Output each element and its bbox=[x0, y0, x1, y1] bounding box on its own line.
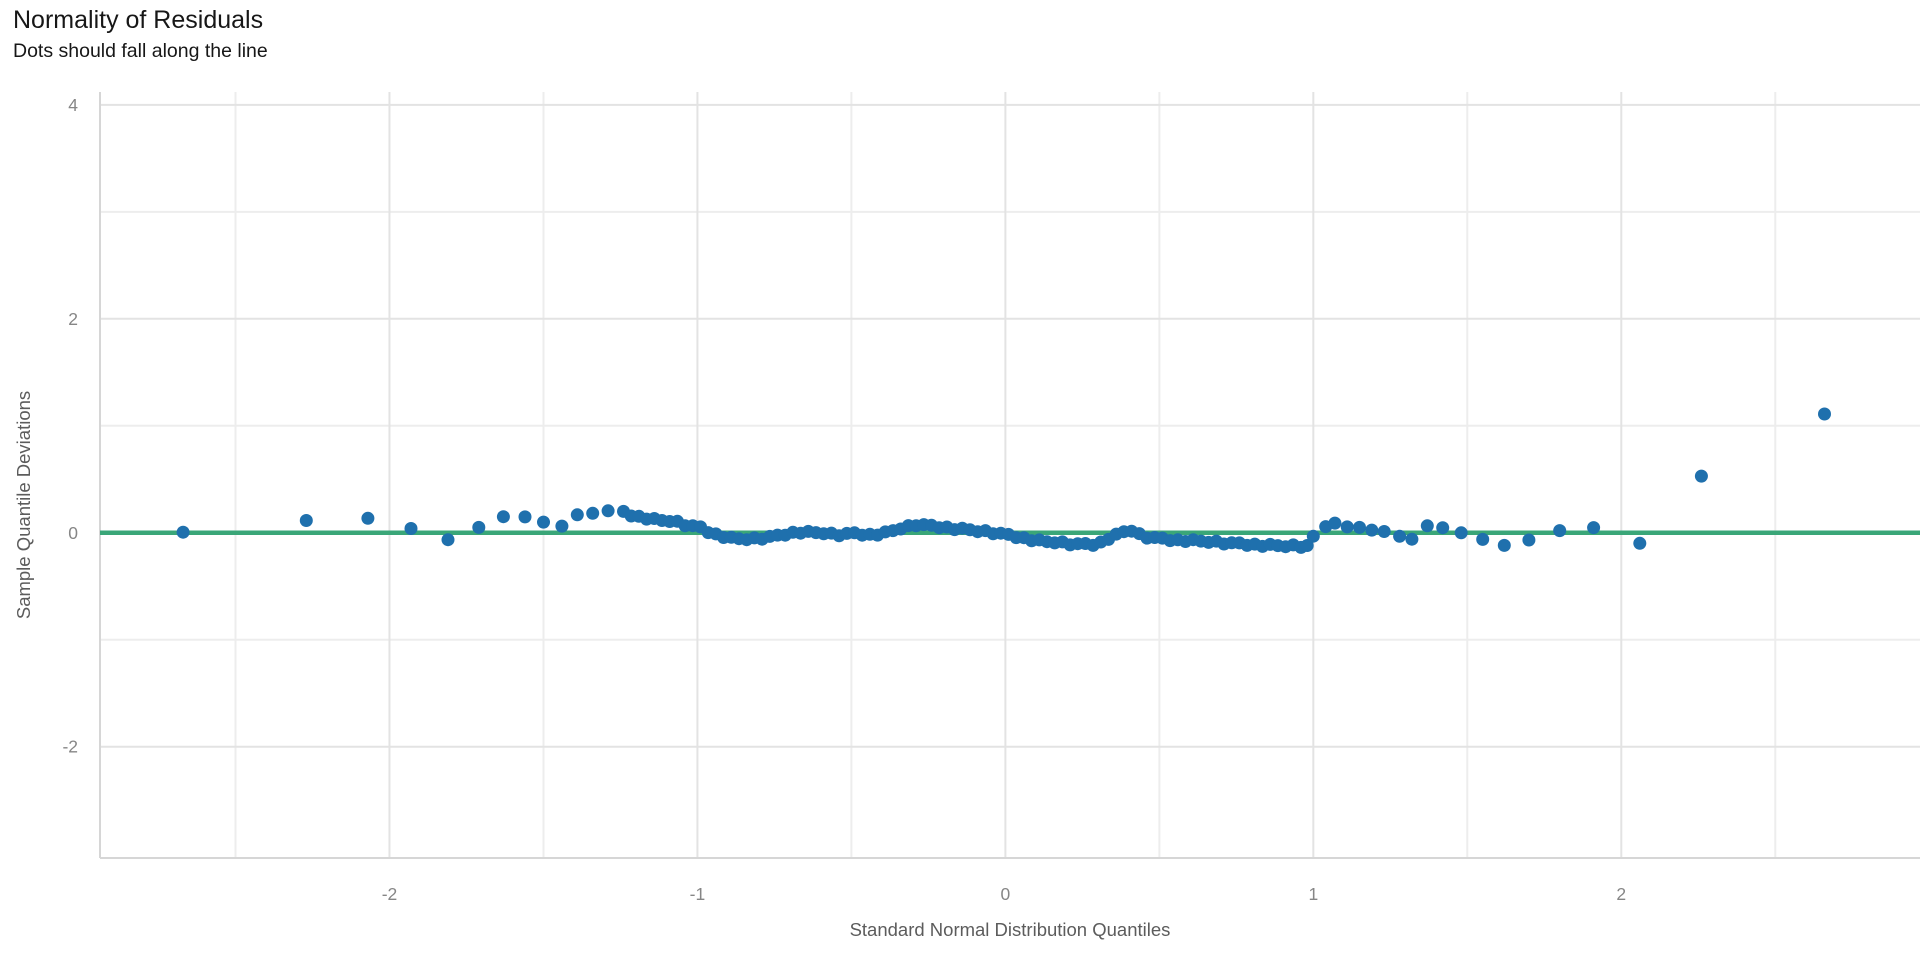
data-point bbox=[1365, 523, 1379, 537]
x-tick-label: -2 bbox=[382, 884, 398, 904]
y-tick-label: -2 bbox=[62, 737, 78, 757]
x-tick-label: -1 bbox=[690, 884, 706, 904]
chart-subtitle: Dots should fall along the line bbox=[13, 40, 268, 62]
data-point bbox=[555, 519, 569, 533]
data-point bbox=[1454, 526, 1468, 540]
data-point bbox=[570, 508, 584, 522]
data-point bbox=[299, 514, 313, 527]
y-axis-title: Sample Quantile Deviations bbox=[13, 391, 34, 619]
data-point bbox=[1300, 539, 1314, 552]
data-point bbox=[601, 504, 615, 518]
y-tick-label: 4 bbox=[68, 95, 78, 115]
data-point bbox=[1340, 520, 1354, 534]
chart-title: Normality of Residuals bbox=[13, 6, 264, 34]
data-point bbox=[1377, 525, 1391, 538]
data-point bbox=[1497, 538, 1511, 552]
data-point bbox=[518, 510, 532, 524]
data-point bbox=[472, 520, 486, 534]
data-point bbox=[1420, 519, 1434, 533]
x-tick-label: 2 bbox=[1616, 884, 1626, 904]
data-point bbox=[361, 511, 375, 525]
x-tick-label: 1 bbox=[1308, 884, 1318, 904]
y-tick-label: 2 bbox=[68, 309, 78, 329]
data-point bbox=[176, 525, 190, 539]
data-point bbox=[1393, 529, 1407, 543]
data-point bbox=[1353, 520, 1366, 534]
data-point bbox=[1522, 533, 1536, 547]
data-point bbox=[496, 510, 510, 524]
data-point bbox=[1476, 532, 1490, 546]
data-point bbox=[1818, 407, 1831, 421]
data-point bbox=[1328, 516, 1342, 530]
x-tick-label: 0 bbox=[1001, 884, 1011, 904]
data-point bbox=[441, 533, 455, 547]
data-point bbox=[1436, 521, 1450, 535]
y-tick-label: 0 bbox=[68, 523, 78, 543]
data-point bbox=[537, 515, 550, 529]
data-point bbox=[404, 522, 418, 535]
x-axis-title: Standard Normal Distribution Quantiles bbox=[850, 919, 1171, 940]
data-point bbox=[1587, 521, 1601, 535]
data-point bbox=[586, 506, 600, 520]
data-point bbox=[1694, 469, 1708, 483]
data-point bbox=[1306, 529, 1320, 543]
data-point bbox=[1633, 536, 1647, 550]
data-point bbox=[1405, 532, 1419, 546]
data-point bbox=[1553, 524, 1567, 538]
